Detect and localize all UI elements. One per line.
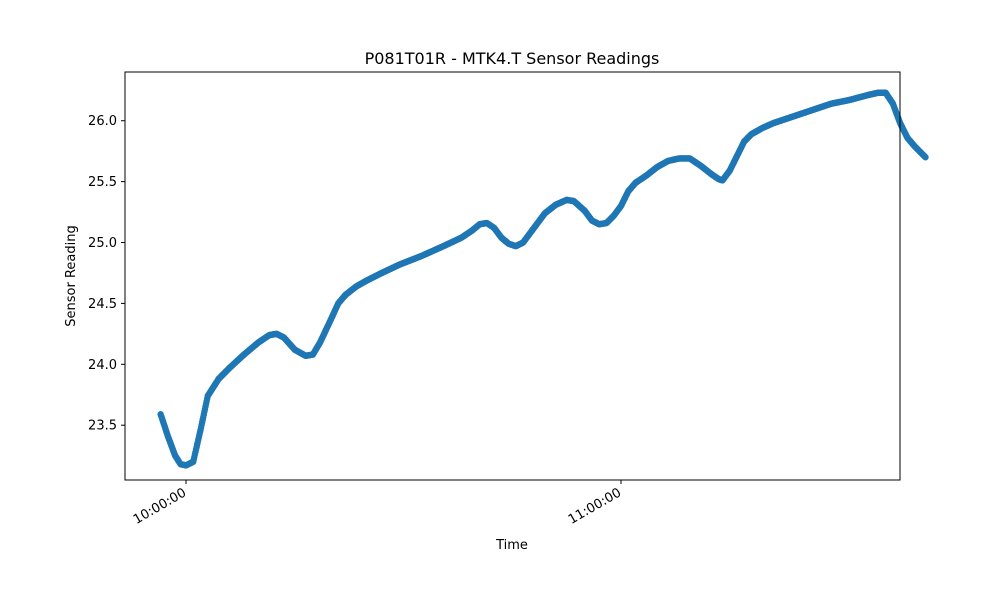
data-point <box>922 154 929 161</box>
y-tick-label: 23.5 <box>88 419 117 434</box>
x-axis-label: Time <box>495 538 528 553</box>
y-tick-label: 24.5 <box>88 297 117 312</box>
plot-area <box>157 89 929 469</box>
y-axis-ticks: 23.5 24.0 24.5 25.0 25.5 26.0 <box>88 114 125 434</box>
y-tick-label: 25.0 <box>88 236 117 251</box>
axes-frame <box>124 71 901 481</box>
y-tick-label: 24.0 <box>88 358 117 373</box>
y-axis-label: Sensor Reading <box>64 225 79 326</box>
y-tick-label: 26.0 <box>88 114 117 129</box>
y-tick-label: 25.5 <box>88 175 117 190</box>
chart-title: P081T01R - MTK4.T Sensor Readings <box>365 49 660 68</box>
